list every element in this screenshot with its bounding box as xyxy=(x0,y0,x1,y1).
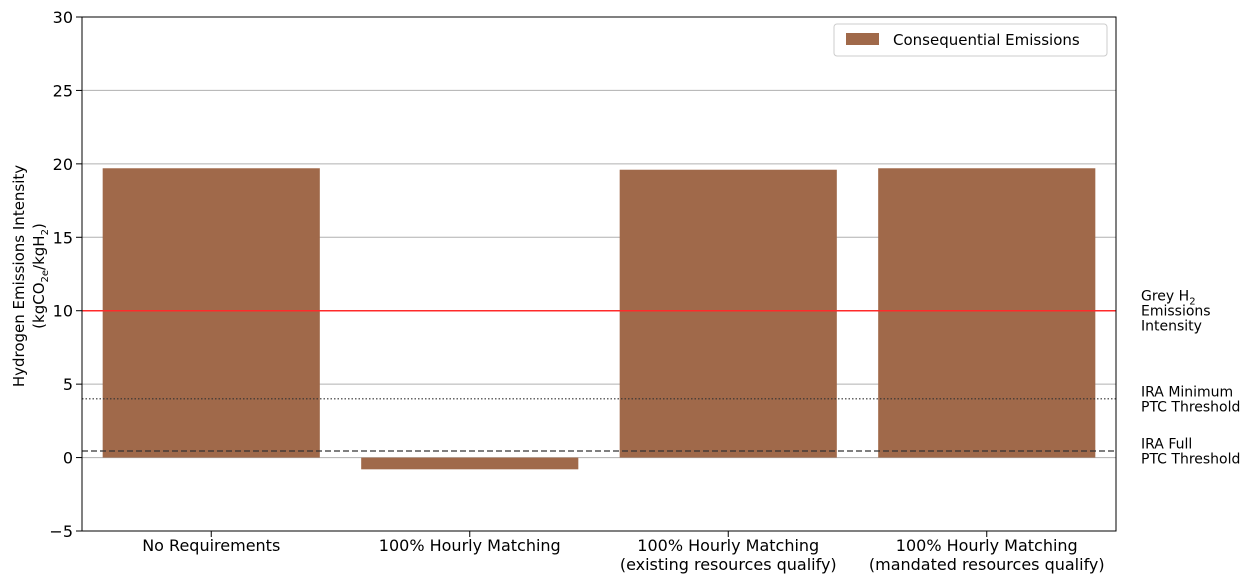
y-units-sub: 2e xyxy=(40,270,51,283)
reference-lines xyxy=(82,309,1116,452)
bars xyxy=(102,168,1096,470)
bar xyxy=(619,169,837,458)
y-axis-units-label: (kgCO2e/kgH2) xyxy=(30,223,51,329)
x-tick-label: (mandated resources qualify) xyxy=(869,555,1105,574)
reference-line-label: Intensity xyxy=(1141,319,1202,335)
reference-line-label: IRA Minimum xyxy=(1141,384,1233,400)
y-axis-ticks: −5 0 5 10 15 20 25 30 xyxy=(49,8,82,541)
y-tick-label: 20 xyxy=(53,155,73,174)
legend-swatch xyxy=(846,33,879,45)
y-tick-label: 15 xyxy=(53,228,73,247)
y-tick-label: 0 xyxy=(63,449,73,468)
y-tick-label: −5 xyxy=(49,522,73,541)
y-units-part: /kgH xyxy=(30,235,48,270)
legend-frame xyxy=(833,23,1108,57)
y-tick-label: 30 xyxy=(53,8,73,27)
x-tick-label: 100% Hourly Matching xyxy=(637,536,819,555)
bar xyxy=(361,457,579,470)
reference-line-label: Emissions xyxy=(1141,304,1211,320)
x-tick-label: No Requirements xyxy=(142,536,280,555)
y-units-part: (kgCO xyxy=(30,282,48,328)
y-axis-label: Hydrogen Emissions Intensity xyxy=(10,165,28,387)
reference-line-label: PTC Threshold xyxy=(1141,451,1240,467)
plot-frame xyxy=(81,16,1117,532)
x-axis-ticks: No Requirements 100% Hourly Matching 100% … xyxy=(142,531,1105,574)
y-tick-label: 5 xyxy=(63,375,73,394)
reference-line-label: IRA Full xyxy=(1141,436,1192,452)
y-tick-label: 10 xyxy=(53,302,73,321)
x-tick-label: (existing resources qualify) xyxy=(620,555,837,574)
bar xyxy=(878,168,1096,458)
bar xyxy=(102,168,320,458)
x-tick-label: 100% Hourly Matching xyxy=(896,536,1078,555)
legend-label: Consequential Emissions xyxy=(893,31,1080,49)
reference-line-label: PTC Threshold xyxy=(1141,399,1240,415)
y-tick-label: 25 xyxy=(53,81,73,100)
reference-line-label: Grey H2 xyxy=(1141,289,1196,308)
y-units-sub: 2 xyxy=(40,229,51,235)
x-tick-label: 100% Hourly Matching xyxy=(379,536,561,555)
y-units-part: ) xyxy=(30,223,48,229)
legend: Consequential Emissions xyxy=(833,23,1108,57)
